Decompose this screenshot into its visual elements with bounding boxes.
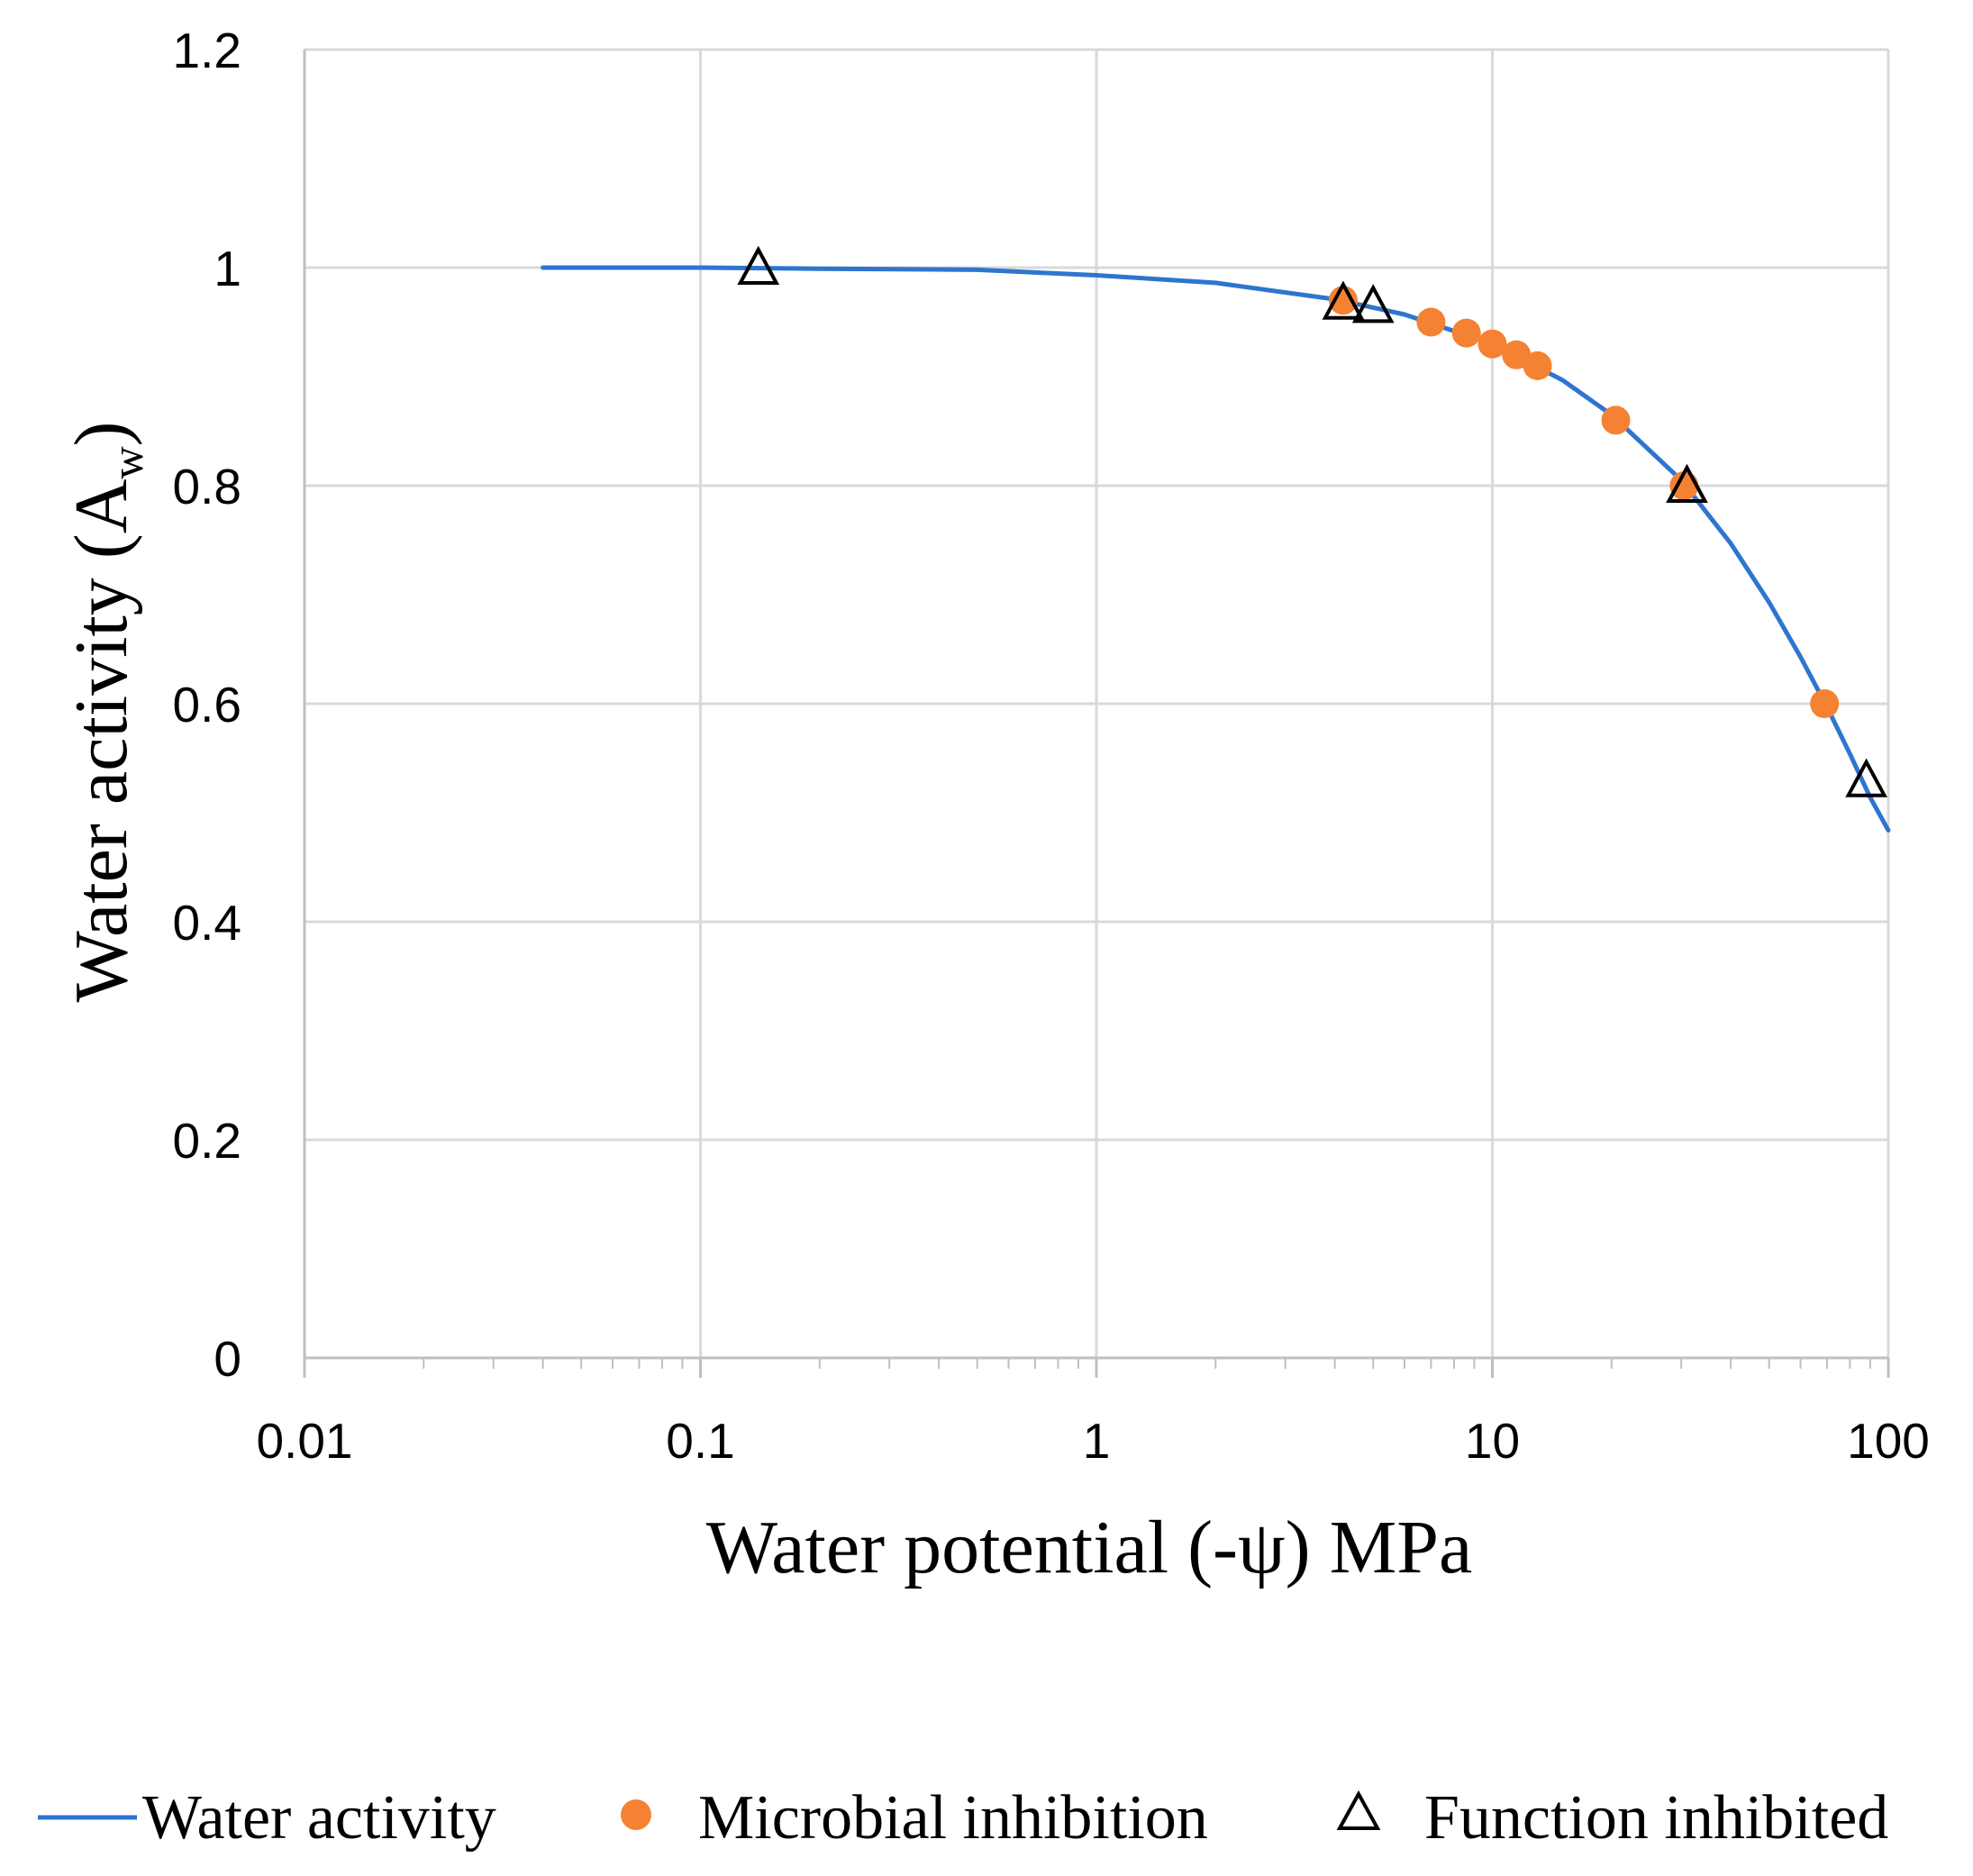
x-tick-label: 0.1 bbox=[666, 1413, 734, 1469]
legend-triangle-swatch bbox=[1336, 1789, 1381, 1830]
y-axis-title: Water activity (Aw) bbox=[59, 421, 152, 1002]
legend: Water activity Microbial inhibition Func… bbox=[38, 1783, 1888, 1853]
y-tick-label: 0.2 bbox=[173, 1113, 241, 1169]
y-tick-label: 0.6 bbox=[173, 677, 241, 733]
legend-label-water-activity: Water activity bbox=[142, 1783, 496, 1853]
microbial-inhibition-point bbox=[1328, 286, 1358, 315]
axis-layer bbox=[303, 50, 1890, 1378]
legend-circle-swatch bbox=[621, 1799, 651, 1830]
microbial-inhibition-point bbox=[1416, 307, 1446, 337]
x-tick-label: 1 bbox=[1083, 1413, 1111, 1469]
microbial-inhibition-point bbox=[1451, 318, 1481, 348]
tick-labels: 0 0.2 0.4 0.6 0.8 1 1.2 0.01 0.1 1 10 100 bbox=[173, 23, 1930, 1469]
y-axis-title-main: Water activity (A bbox=[59, 478, 143, 1002]
function-inhibited-point bbox=[1666, 463, 1708, 503]
x-tick-label: 10 bbox=[1465, 1413, 1520, 1469]
legend-label-microbial-inhibition: Microbial inhibition bbox=[698, 1783, 1208, 1853]
y-axis-title-close: ) bbox=[59, 421, 143, 446]
microbial-inhibition-point bbox=[1601, 405, 1631, 435]
legend-label-function-inhibited: Function inhibited bbox=[1424, 1783, 1888, 1853]
function-inhibited-point bbox=[1322, 280, 1365, 320]
y-tick-label: 0 bbox=[214, 1331, 241, 1387]
y-tick-label: 1.2 bbox=[173, 23, 241, 78]
function-inhibited-point bbox=[737, 245, 780, 285]
function-inhibited-point bbox=[1351, 284, 1395, 323]
x-tick-label: 0.01 bbox=[256, 1413, 352, 1469]
microbial-inhibition-point bbox=[1477, 329, 1507, 359]
y-tick-label: 0.8 bbox=[173, 459, 241, 515]
grid-layer bbox=[305, 48, 1890, 1358]
microbial-inhibition-point bbox=[1523, 351, 1552, 380]
series-layer bbox=[541, 245, 1891, 833]
microbial-inhibition-point bbox=[1810, 689, 1840, 718]
x-axis-title: Water potential (-ψ) MPa bbox=[706, 1506, 1473, 1589]
x-tick-label: 100 bbox=[1847, 1413, 1930, 1469]
function-inhibited-point bbox=[1845, 758, 1887, 797]
y-tick-label: 0.4 bbox=[173, 895, 241, 951]
y-axis-title-sub: w bbox=[102, 446, 152, 478]
water-activity-line bbox=[541, 265, 1891, 833]
y-tick-label: 1 bbox=[214, 241, 241, 296]
